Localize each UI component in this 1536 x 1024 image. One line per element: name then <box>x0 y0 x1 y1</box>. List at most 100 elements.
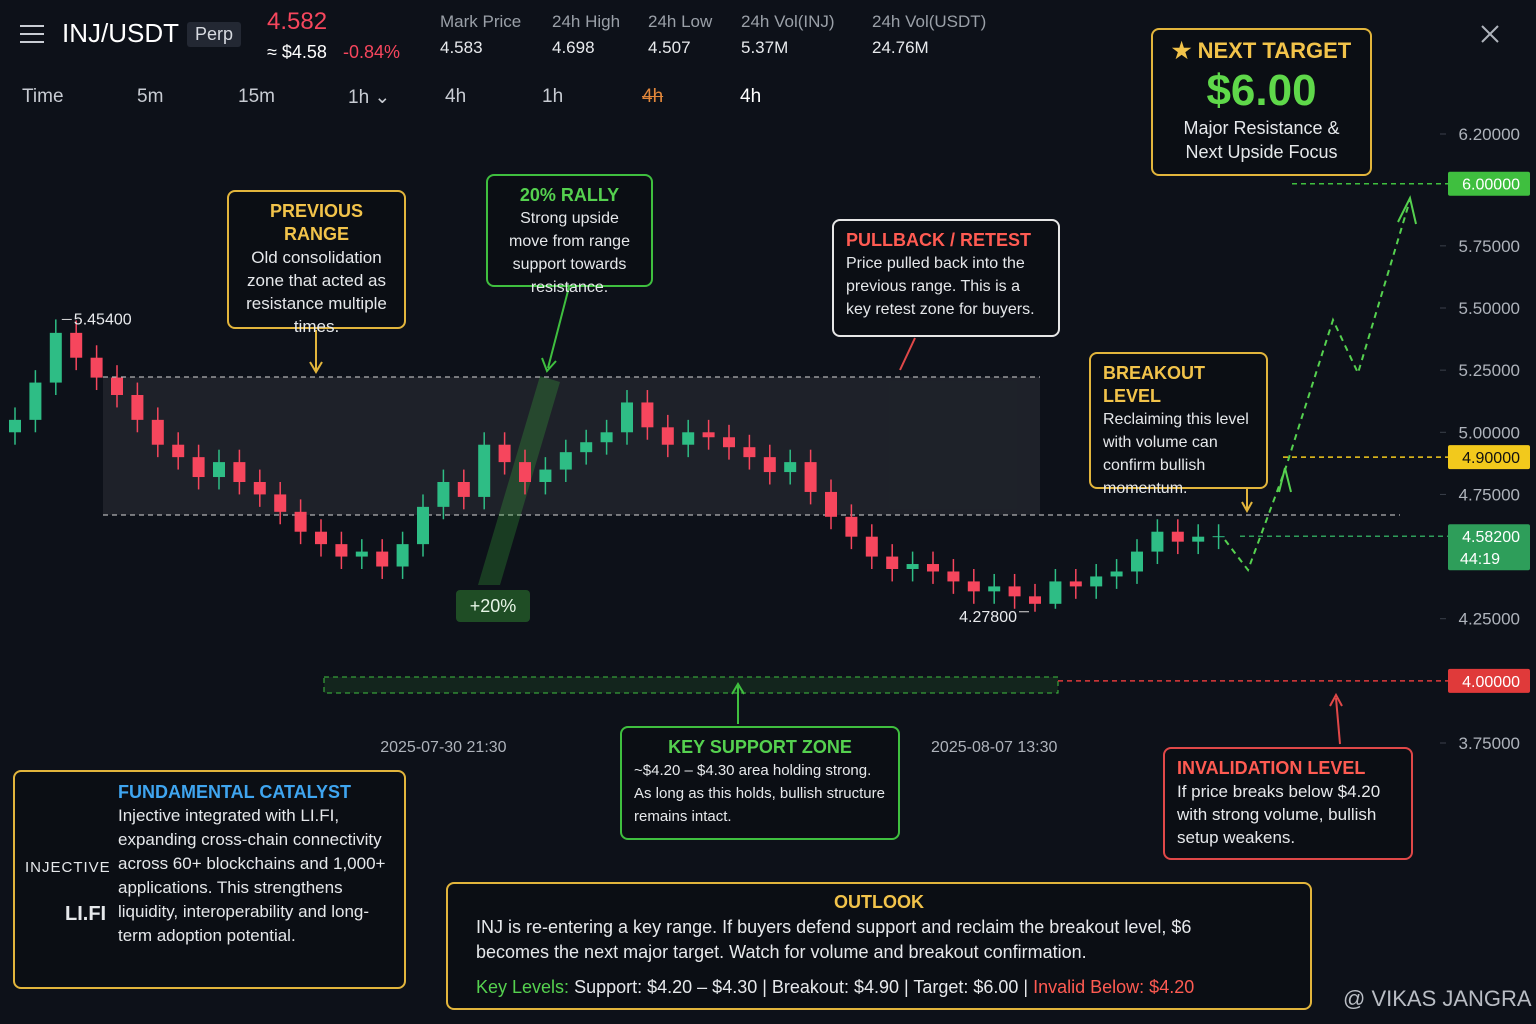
arrow-head <box>731 682 745 695</box>
candle-body <box>274 494 287 512</box>
level-tag <box>1448 171 1530 196</box>
level-label: 4.00000 <box>1462 674 1520 691</box>
note-title: BREAKOUT LEVEL <box>1103 363 1205 406</box>
candle-body <box>580 442 593 453</box>
candle-body <box>682 432 695 445</box>
key-levels: Support: $4.20 – $4.30 | Breakout: $4.90… <box>574 977 1029 997</box>
timeframe[interactable]: 1h ⌄ <box>348 87 391 108</box>
y-tick-label: 5.50000 <box>1459 299 1520 318</box>
close-button[interactable] <box>1481 25 1499 43</box>
level-label: 4.58200 <box>1462 529 1520 546</box>
arrow-head <box>1241 501 1253 514</box>
note-text: Strong upside move from range support to… <box>509 210 630 296</box>
note: PULLBACK / RETEST Price pulled back into … <box>832 219 1060 337</box>
stat-value: 4.583 <box>440 38 483 57</box>
x-tick-label: 2025-08-07 13:30 <box>931 739 1057 756</box>
arrow-head <box>1397 195 1417 225</box>
stat-value: 24.76M <box>872 38 929 57</box>
stat-label: Mark Price <box>440 12 522 31</box>
note-title: KEY SUPPORT ZONE <box>668 737 852 757</box>
contract: Perp <box>187 22 242 47</box>
candle-body <box>621 402 633 433</box>
catalyst-text: Injective integrated with LI.FI, expandi… <box>118 806 386 945</box>
timeframe[interactable]: Time <box>22 86 64 107</box>
candle-body <box>927 564 939 572</box>
candle-body <box>478 444 491 497</box>
candle-body <box>641 402 654 428</box>
timeframe[interactable]: 4h <box>445 86 467 107</box>
candle-body <box>131 395 144 420</box>
timeframe[interactable]: 1h <box>542 86 564 107</box>
candle-body <box>213 462 225 478</box>
candle-body <box>1192 536 1205 542</box>
arrow <box>1335 697 1341 745</box>
logo-label: LI.FI <box>65 903 107 925</box>
stat-label: 24h Vol(INJ) <box>741 12 835 31</box>
target-box: ★ NEXT TARGET $6.00 Major Resistance & N… <box>1151 28 1372 176</box>
candle-body <box>702 432 715 438</box>
note: 20% RALLY Strong upside move from range s… <box>486 174 653 296</box>
candle-body <box>151 419 164 445</box>
candle-body <box>519 462 531 482</box>
annotation-label: 5.45400 <box>74 311 132 328</box>
candle-body <box>192 457 205 478</box>
note: BREAKOUT LEVEL Reclaiming this level with… <box>1089 352 1268 497</box>
stat-label: 24h Low <box>648 12 713 31</box>
note-text: Reclaiming this level with volume can co… <box>1103 411 1249 497</box>
timeframe[interactable]: 4h <box>740 86 762 107</box>
y-tick-label: 4.25000 <box>1459 610 1520 629</box>
candle-body <box>743 447 756 458</box>
candle-body <box>294 511 307 532</box>
stat-label: 24h High <box>552 12 621 31</box>
key-levels-invalid: Invalid Below: $4.20 <box>1033 977 1195 997</box>
level-label: 6.00000 <box>1462 177 1520 194</box>
logo-label: INJECTIVE <box>25 859 111 876</box>
note-title: PREVIOUS RANGE <box>269 201 364 244</box>
timeframe[interactable]: 5m <box>137 86 164 107</box>
candle-body <box>315 531 327 545</box>
support-zone <box>323 676 1059 694</box>
note-title: PULLBACK / RETEST <box>846 230 1032 250</box>
y-tick-label: 5.00000 <box>1459 423 1520 442</box>
candle-body <box>1110 571 1123 577</box>
rally-badge: +20% <box>470 596 517 616</box>
catalyst-box: FUNDAMENTAL CATALYST Injective integrate… <box>13 770 406 989</box>
plot: 6.20000 5.75000 5.50000 5.25000 5.00000 4.750… <box>9 125 1530 756</box>
candle-body <box>1131 551 1143 572</box>
candle-body <box>253 482 266 495</box>
badge <box>456 590 530 622</box>
candle-body <box>967 581 980 592</box>
level-label: 4.90000 <box>1462 450 1520 467</box>
y-tick-label: 5.75000 <box>1459 237 1520 256</box>
timeframe[interactable]: 15m <box>238 86 275 107</box>
note: KEY SUPPORT ZONE ~$4.20 – $4.30 area hold… <box>620 726 900 840</box>
candle-body <box>539 469 552 482</box>
candle-body <box>947 571 960 582</box>
note-title: INVALIDATION LEVEL <box>1177 758 1366 778</box>
stat-value: 5.37M <box>741 38 789 57</box>
candle-body <box>335 544 348 557</box>
candle-body <box>1212 536 1225 538</box>
note-text: Price pulled back into the previous rang… <box>846 255 1035 318</box>
candle-body <box>988 586 1001 592</box>
candle-body <box>233 462 246 482</box>
candle-body <box>559 452 572 470</box>
usd-price: ≈ $4.58 <box>267 42 327 62</box>
candle-body <box>1151 531 1164 552</box>
candle-body <box>49 332 62 383</box>
target-title: ★ NEXT TARGET <box>1171 38 1352 63</box>
arrow-head <box>541 357 557 373</box>
candle-body <box>1049 581 1062 604</box>
note: INVALIDATION LEVEL If price breaks below … <box>1163 747 1413 860</box>
candle-body <box>1069 581 1082 587</box>
candle-body <box>804 462 817 492</box>
price: 4.582 <box>267 8 328 35</box>
catalyst-title: FUNDAMENTAL CATALYST <box>118 782 351 802</box>
outlook-box: OUTLOOK INJ is re-entering a key range. … <box>446 882 1312 1010</box>
candle-body <box>9 419 21 433</box>
candle-body <box>845 516 858 537</box>
candle-body <box>111 377 123 395</box>
timeframe[interactable]: 4h <box>642 86 664 107</box>
